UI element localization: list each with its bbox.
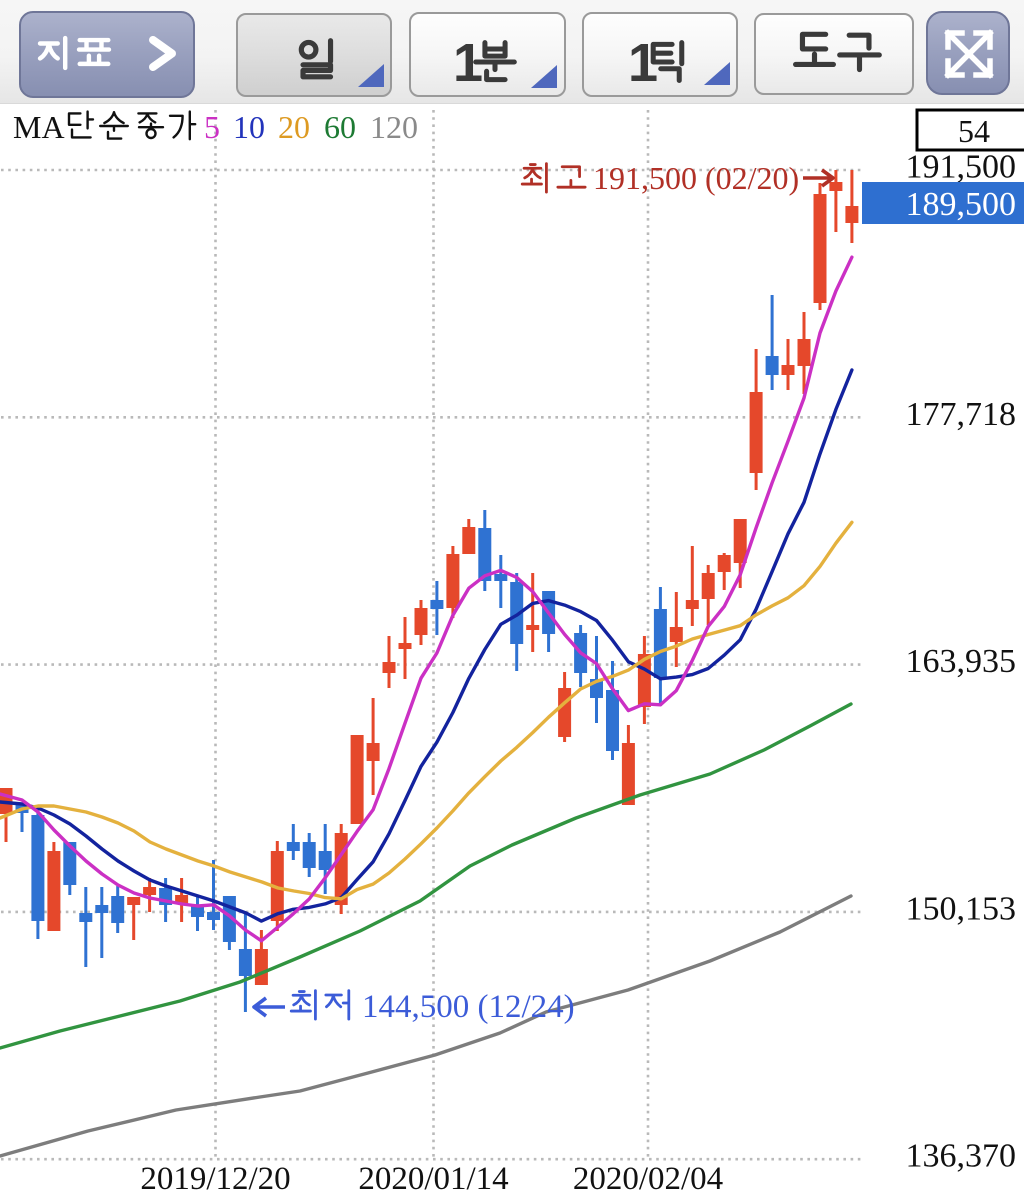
svg-text:2019/12/20: 2019/12/20 [140, 1161, 290, 1196]
svg-text:60: 60 [324, 109, 356, 145]
svg-text:150,153: 150,153 [906, 890, 1017, 927]
svg-text:54: 54 [958, 113, 990, 149]
svg-text:144,500 (12/24): 144,500 (12/24) [362, 989, 575, 1025]
svg-text:191,500: 191,500 [906, 149, 1017, 186]
svg-text:120: 120 [370, 109, 418, 145]
svg-text:177,718: 177,718 [906, 396, 1017, 433]
svg-text:10: 10 [233, 109, 265, 145]
svg-text:189,500: 189,500 [906, 186, 1017, 223]
svg-text:5: 5 [204, 109, 220, 145]
svg-text:136,370: 136,370 [906, 1138, 1017, 1175]
svg-text:191,500 (02/20): 191,500 (02/20) [593, 160, 799, 196]
svg-text:20: 20 [278, 109, 310, 145]
svg-text:2020/02/04: 2020/02/04 [573, 1161, 723, 1196]
svg-text:163,935: 163,935 [906, 643, 1017, 680]
svg-text:MA: MA [13, 109, 65, 145]
svg-text:2020/01/14: 2020/01/14 [358, 1161, 508, 1196]
